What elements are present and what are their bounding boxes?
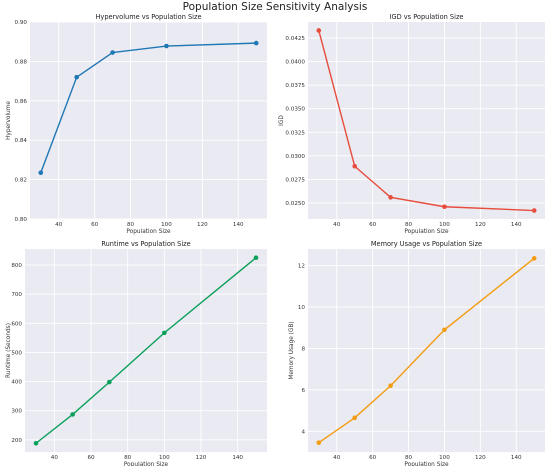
chart-2-y-tick-label: 0.0425: [285, 36, 305, 42]
chart-1-x-tick-label: 140: [233, 222, 244, 228]
chart-4-y-tick-label: 4: [301, 429, 305, 435]
memory-usage-chart: Memory Usage vs Population Size 40 60 80 100…: [289, 240, 545, 466]
chart-2-y-tick-label: 0.0350: [285, 107, 305, 113]
chart-3-y-tick-label: 300: [11, 409, 22, 415]
chart-3-y-axis-label: Runtime (Seconds): [6, 323, 12, 378]
chart-3-data-point: [107, 379, 112, 385]
chart-1-y-tick-label: 0.84: [15, 138, 28, 144]
chart-3-x-tick-label: 140: [232, 455, 243, 461]
chart-2-plot-area: [308, 22, 545, 219]
chart-3-data-point: [253, 255, 259, 261]
chart-1-data-point: [110, 50, 115, 55]
chart-2-x-tick-label: 40: [333, 222, 341, 228]
chart-4-plot-area: [308, 249, 545, 452]
figure-title: Population Size Sensitivity Analysis: [182, 1, 368, 13]
chart-2-title: IGD vs Population Size: [390, 13, 464, 21]
chart-1-y-tick-label: 0.80: [15, 217, 28, 223]
chart-1-y-tick-label: 0.90: [15, 20, 28, 26]
chart-4-y-tick-label: 8: [301, 346, 305, 352]
hypervolume-chart: Hypervolume vs Population Size 40 60 80 100 1…: [6, 13, 267, 235]
chart-4-x-tick-label: 40: [333, 455, 341, 461]
chart-2-data-point: [316, 28, 322, 33]
chart-4-y-tick-label: 10: [298, 305, 306, 311]
chart-2-y-tick-label: 0.0250: [285, 201, 305, 207]
igd-chart: IGD vs Population Size 40 60 80 100 120 140 0.0…: [279, 13, 545, 235]
chart-2-x-tick-label: 120: [475, 222, 486, 228]
chart-1-x-tick-label: 100: [161, 222, 172, 228]
chart-2-data-point: [388, 195, 393, 200]
chart-2-x-tick-label: 60: [369, 222, 377, 228]
chart-2-data-point: [352, 163, 357, 169]
chart-1-y-tick-label: 0.82: [15, 178, 27, 184]
chart-1-x-tick-label: 120: [197, 222, 208, 228]
chart-3-title: Runtime vs Population Size: [101, 240, 190, 248]
chart-3-x-axis-label: Population Size: [124, 462, 169, 466]
chart-1-x-axis-label: Population Size: [126, 229, 171, 235]
chart-1-plot-area: [30, 22, 267, 219]
chart-2-y-axis-label: IGD: [279, 115, 285, 126]
chart-3-y-tick-label: 500: [11, 350, 22, 356]
chart-2-x-tick-label: 140: [511, 222, 522, 228]
chart-3-x-tick-label: 120: [196, 455, 207, 461]
chart-3-y-tick-label: 400: [11, 380, 22, 386]
chart-2-y-tick-label: 0.0400: [285, 60, 305, 66]
chart-1-x-tick-label: 40: [55, 222, 63, 228]
chart-1-x-tick-label: 80: [127, 222, 135, 228]
chart-4-x-tick-label: 100: [439, 455, 450, 461]
chart-4-y-axis-label: Memory Usage (GB): [289, 321, 295, 379]
chart-4-y-tick-label: 6: [301, 388, 305, 394]
chart-4-data-point: [531, 256, 537, 261]
chart-1-y-tick-label: 0.86: [15, 99, 28, 105]
chart-3-data-point: [162, 330, 167, 336]
chart-4-y-tick-label: 12: [298, 264, 305, 270]
chart-4-x-tick-label: 60: [369, 455, 377, 461]
chart-4-x-tick-label: 120: [475, 455, 486, 461]
chart-1-y-tick-label: 0.88: [15, 59, 28, 65]
chart-3-y-tick-label: 200: [11, 438, 22, 444]
chart-3-data-point: [70, 412, 75, 417]
chart-4-x-axis-label: Population Size: [404, 462, 449, 466]
chart-3-data-point: [33, 440, 39, 446]
chart-4-data-point: [442, 327, 447, 333]
chart-1-data-point: [38, 170, 44, 176]
chart-3-x-tick-label: 40: [51, 455, 59, 461]
chart-3-x-tick-label: 60: [87, 455, 95, 461]
chart-2-x-tick-label: 80: [405, 222, 413, 228]
chart-1-data-point: [253, 40, 259, 46]
chart-2-x-tick-label: 100: [439, 222, 450, 228]
chart-2-data-point: [531, 208, 537, 213]
chart-4-data-point: [352, 415, 357, 421]
chart-4-data-point: [388, 383, 393, 389]
chart-3-x-tick-label: 100: [159, 455, 170, 461]
chart-4-data-point: [316, 440, 322, 445]
chart-2-x-axis-label: Population Size: [404, 229, 449, 235]
chart-3-y-tick-label: 600: [11, 321, 22, 327]
chart-4-x-tick-label: 140: [511, 455, 522, 461]
chart-2-y-tick-label: 0.0375: [285, 83, 305, 89]
chart-4-title: Memory Usage vs Population Size: [371, 240, 482, 248]
chart-2-y-tick-label: 0.0275: [285, 177, 305, 183]
chart-1-y-axis-label: Hypervolume: [6, 101, 12, 140]
runtime-chart: Runtime vs Population Size 40 60 80 100 120 14…: [6, 240, 267, 466]
chart-1-data-point: [74, 74, 79, 80]
chart-3-y-tick-label: 800: [11, 263, 22, 269]
chart-1-title: Hypervolume vs Population Size: [95, 13, 201, 21]
chart-1-x-tick-label: 60: [91, 222, 99, 228]
chart-1-data-point: [164, 43, 169, 49]
chart-3-x-tick-label: 80: [124, 455, 132, 461]
chart-3-plot-area: [25, 249, 267, 452]
chart-2-data-point: [442, 204, 447, 210]
chart-2-y-tick-label: 0.0325: [285, 130, 305, 136]
chart-4-x-tick-label: 80: [405, 455, 413, 461]
chart-2-y-tick-label: 0.0300: [285, 154, 305, 160]
chart-3-y-tick-label: 700: [11, 292, 22, 298]
